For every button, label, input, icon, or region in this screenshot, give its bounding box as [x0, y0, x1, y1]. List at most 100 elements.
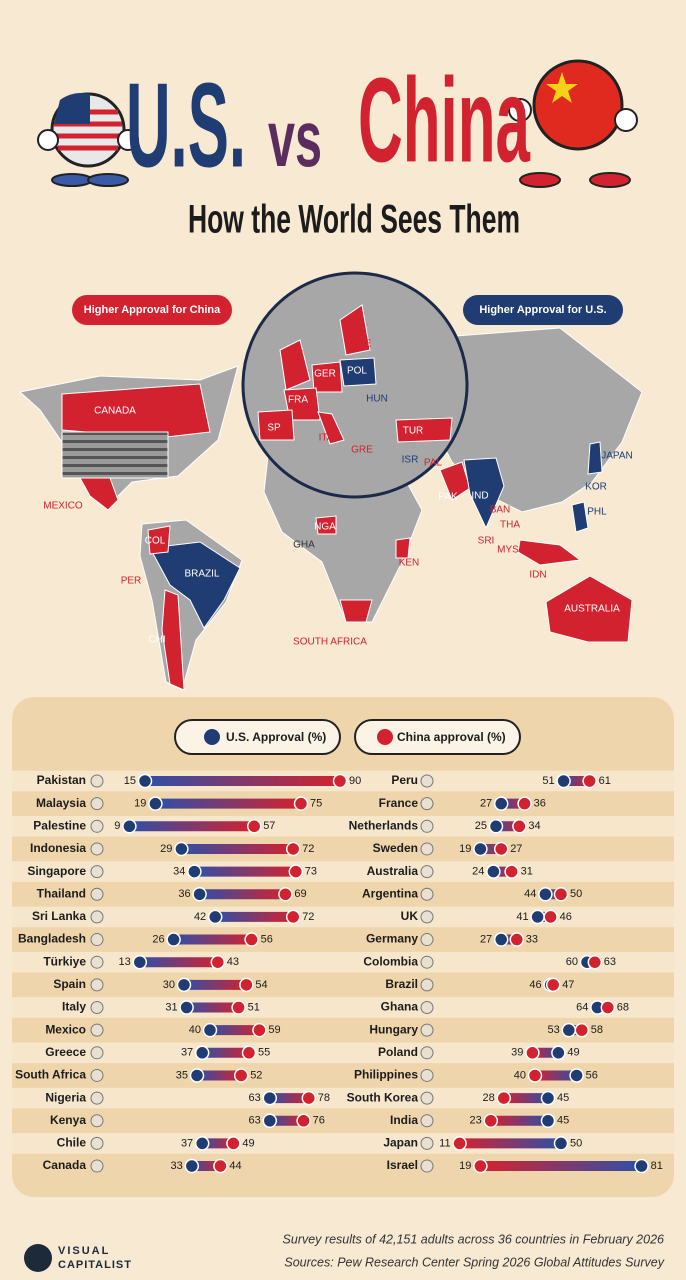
country-label: Philippines: [354, 1068, 418, 1082]
flag: [90, 1091, 104, 1105]
value-label: 23: [470, 1115, 482, 1127]
dot: [525, 1045, 540, 1061]
flag: [90, 1136, 104, 1150]
value-label: 63: [604, 956, 616, 968]
country-label: Palestine: [33, 818, 86, 832]
value-label: 51: [248, 1001, 260, 1013]
dot: [233, 1068, 249, 1083]
bar: [173, 934, 252, 945]
dot: [538, 887, 553, 902]
map-label: POL: [347, 366, 367, 377]
logo-text: CAPITALIST: [58, 1259, 132, 1271]
value-label: 36: [534, 798, 546, 810]
dot: [600, 1000, 616, 1015]
value-label: 72: [302, 911, 314, 923]
dot: [241, 1045, 257, 1061]
china-mascot: [508, 59, 638, 188]
flag: [420, 1091, 434, 1105]
map-label: SP: [267, 423, 281, 434]
dot: [486, 864, 501, 879]
value-label: 63: [249, 1115, 261, 1127]
dot: [285, 909, 301, 925]
flag: [90, 955, 104, 969]
footnote: Survey results of 42,151 adults across 3…: [283, 1232, 665, 1246]
dot: [527, 1068, 543, 1083]
dot: [493, 841, 509, 857]
dot: [246, 819, 262, 834]
map-label: KEN: [399, 558, 420, 569]
dot: [192, 887, 207, 902]
value-label: 45: [557, 1115, 569, 1127]
legend-us-icon: [204, 729, 220, 745]
country-label: Italy: [62, 1000, 86, 1014]
value-label: 57: [263, 820, 275, 832]
country-label: UK: [401, 909, 419, 923]
flag: [420, 819, 434, 833]
dot: [553, 1136, 569, 1151]
value-label: 26: [152, 933, 164, 945]
row-stripe: [12, 906, 674, 928]
map-label: UK: [290, 350, 304, 361]
map-label: PER: [121, 576, 142, 587]
flag: [420, 910, 434, 924]
country-label: Malaysia: [36, 796, 86, 810]
country-label: Pakistan: [37, 773, 86, 787]
value-label: 60: [566, 956, 578, 968]
value-label: 11: [439, 1137, 450, 1149]
value-label: 75: [310, 798, 322, 810]
value-label: 27: [480, 933, 492, 945]
us-mascot: [37, 92, 139, 187]
value-label: 81: [651, 1160, 663, 1172]
row-stripe: [12, 1042, 674, 1064]
map-label: SWE: [349, 339, 372, 350]
bar: [129, 821, 255, 832]
logo-text: VISUAL: [58, 1245, 110, 1257]
bar: [181, 843, 294, 854]
value-label: 64: [576, 1001, 588, 1013]
bar: [145, 776, 340, 786]
flag: [420, 978, 434, 992]
map-label: GRE: [351, 445, 373, 456]
country-label: South Korea: [347, 1090, 419, 1104]
value-label: 44: [229, 1160, 241, 1172]
map-label: ITA: [319, 433, 334, 444]
subtitle: How the World Sees Them: [188, 198, 520, 242]
value-label: 46: [560, 911, 572, 923]
value-label: 34: [528, 820, 540, 832]
dot: [561, 1022, 577, 1038]
flag: [420, 1068, 434, 1082]
map-label: AUSTRALIA: [564, 604, 620, 615]
value-label: 27: [480, 798, 492, 810]
country-label: Thailand: [37, 886, 86, 900]
value-label: 15: [124, 775, 136, 787]
dot: [202, 1022, 218, 1038]
value-label: 43: [227, 956, 239, 968]
row-stripe: [12, 951, 674, 973]
value-label: 51: [542, 775, 554, 787]
value-label: 41: [516, 911, 528, 923]
flag: [90, 1068, 104, 1082]
country-label: Sri Lanka: [32, 909, 86, 923]
dot: [207, 909, 223, 925]
flag: [420, 774, 434, 788]
dot: [540, 1113, 556, 1128]
map-label: KOR: [585, 482, 607, 493]
legend-pill: [174, 719, 341, 755]
value-label: 19: [459, 1160, 471, 1172]
dot: [148, 796, 163, 811]
dot: [244, 932, 259, 947]
value-label: 54: [255, 979, 267, 991]
country-label: Chile: [57, 1136, 87, 1150]
dot: [556, 773, 571, 789]
country-label: Spain: [53, 977, 86, 991]
dot: [187, 864, 202, 879]
country-label: India: [390, 1113, 418, 1127]
flag: [420, 1046, 434, 1060]
dot: [574, 1022, 590, 1038]
value-label: 31: [165, 1001, 177, 1013]
flag: [90, 797, 104, 811]
bar: [186, 1002, 239, 1013]
flag: [90, 1023, 104, 1037]
dot: [473, 1158, 488, 1174]
dot: [493, 932, 509, 947]
